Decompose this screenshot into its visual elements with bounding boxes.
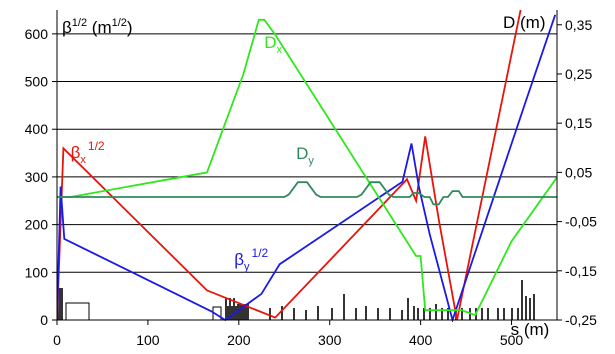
y-right-tick-label: -0,15	[565, 263, 597, 279]
series-lines	[57, 9, 557, 322]
y-left-axis-title: β1/2 (m1/2)	[62, 17, 133, 37]
y-left-tick-label: 0	[40, 312, 48, 328]
lattice-elements	[57, 280, 535, 321]
series-line	[57, 181, 557, 206]
x-tick-label: 200	[227, 332, 251, 348]
series-label: βx1/2	[71, 139, 105, 166]
y-left-tick-label: 200	[25, 217, 49, 233]
y-right-axis-title: D (m)	[503, 13, 545, 32]
y-right-tick-label: -0,05	[565, 214, 597, 230]
y-left-tick-label: 100	[25, 264, 49, 280]
series-annotations: βx1/2 βy1/2 Dx Dy	[71, 33, 315, 273]
series-line	[57, 14, 557, 322]
y-left-tick-label: 400	[25, 121, 49, 137]
x-axis-title: s (m)	[511, 320, 550, 339]
y-right-tick-label: 0,35	[565, 17, 592, 33]
x-tick-label: 0	[53, 332, 61, 348]
series-label: Dy	[296, 144, 314, 167]
series-label: Dx	[264, 33, 282, 56]
y-right-tick-label: 0,15	[565, 115, 592, 131]
x-tick-label: 300	[318, 332, 342, 348]
y-left-tick-label: 600	[25, 26, 49, 42]
x-tick-label: 500	[500, 332, 524, 348]
x-tick-label: 400	[409, 332, 433, 348]
axis-labels: 0 100 200 300 400 500 600 0,35 0,25 0,15 0,05 -0,05…	[25, 13, 597, 348]
axes	[52, 10, 562, 325]
lattice-element	[65, 302, 90, 321]
series-line	[57, 18, 557, 317]
y-right-tick-label: -0,25	[565, 312, 597, 328]
y-right-tick-label: 0,25	[565, 66, 592, 82]
y-left-tick-label: 300	[25, 169, 49, 185]
series-line	[57, 9, 522, 321]
series-label: βy1/2	[234, 246, 268, 273]
x-tick-label: 100	[136, 332, 160, 348]
y-right-tick-label: 0,05	[565, 164, 592, 180]
y-left-tick-label: 500	[25, 74, 49, 90]
